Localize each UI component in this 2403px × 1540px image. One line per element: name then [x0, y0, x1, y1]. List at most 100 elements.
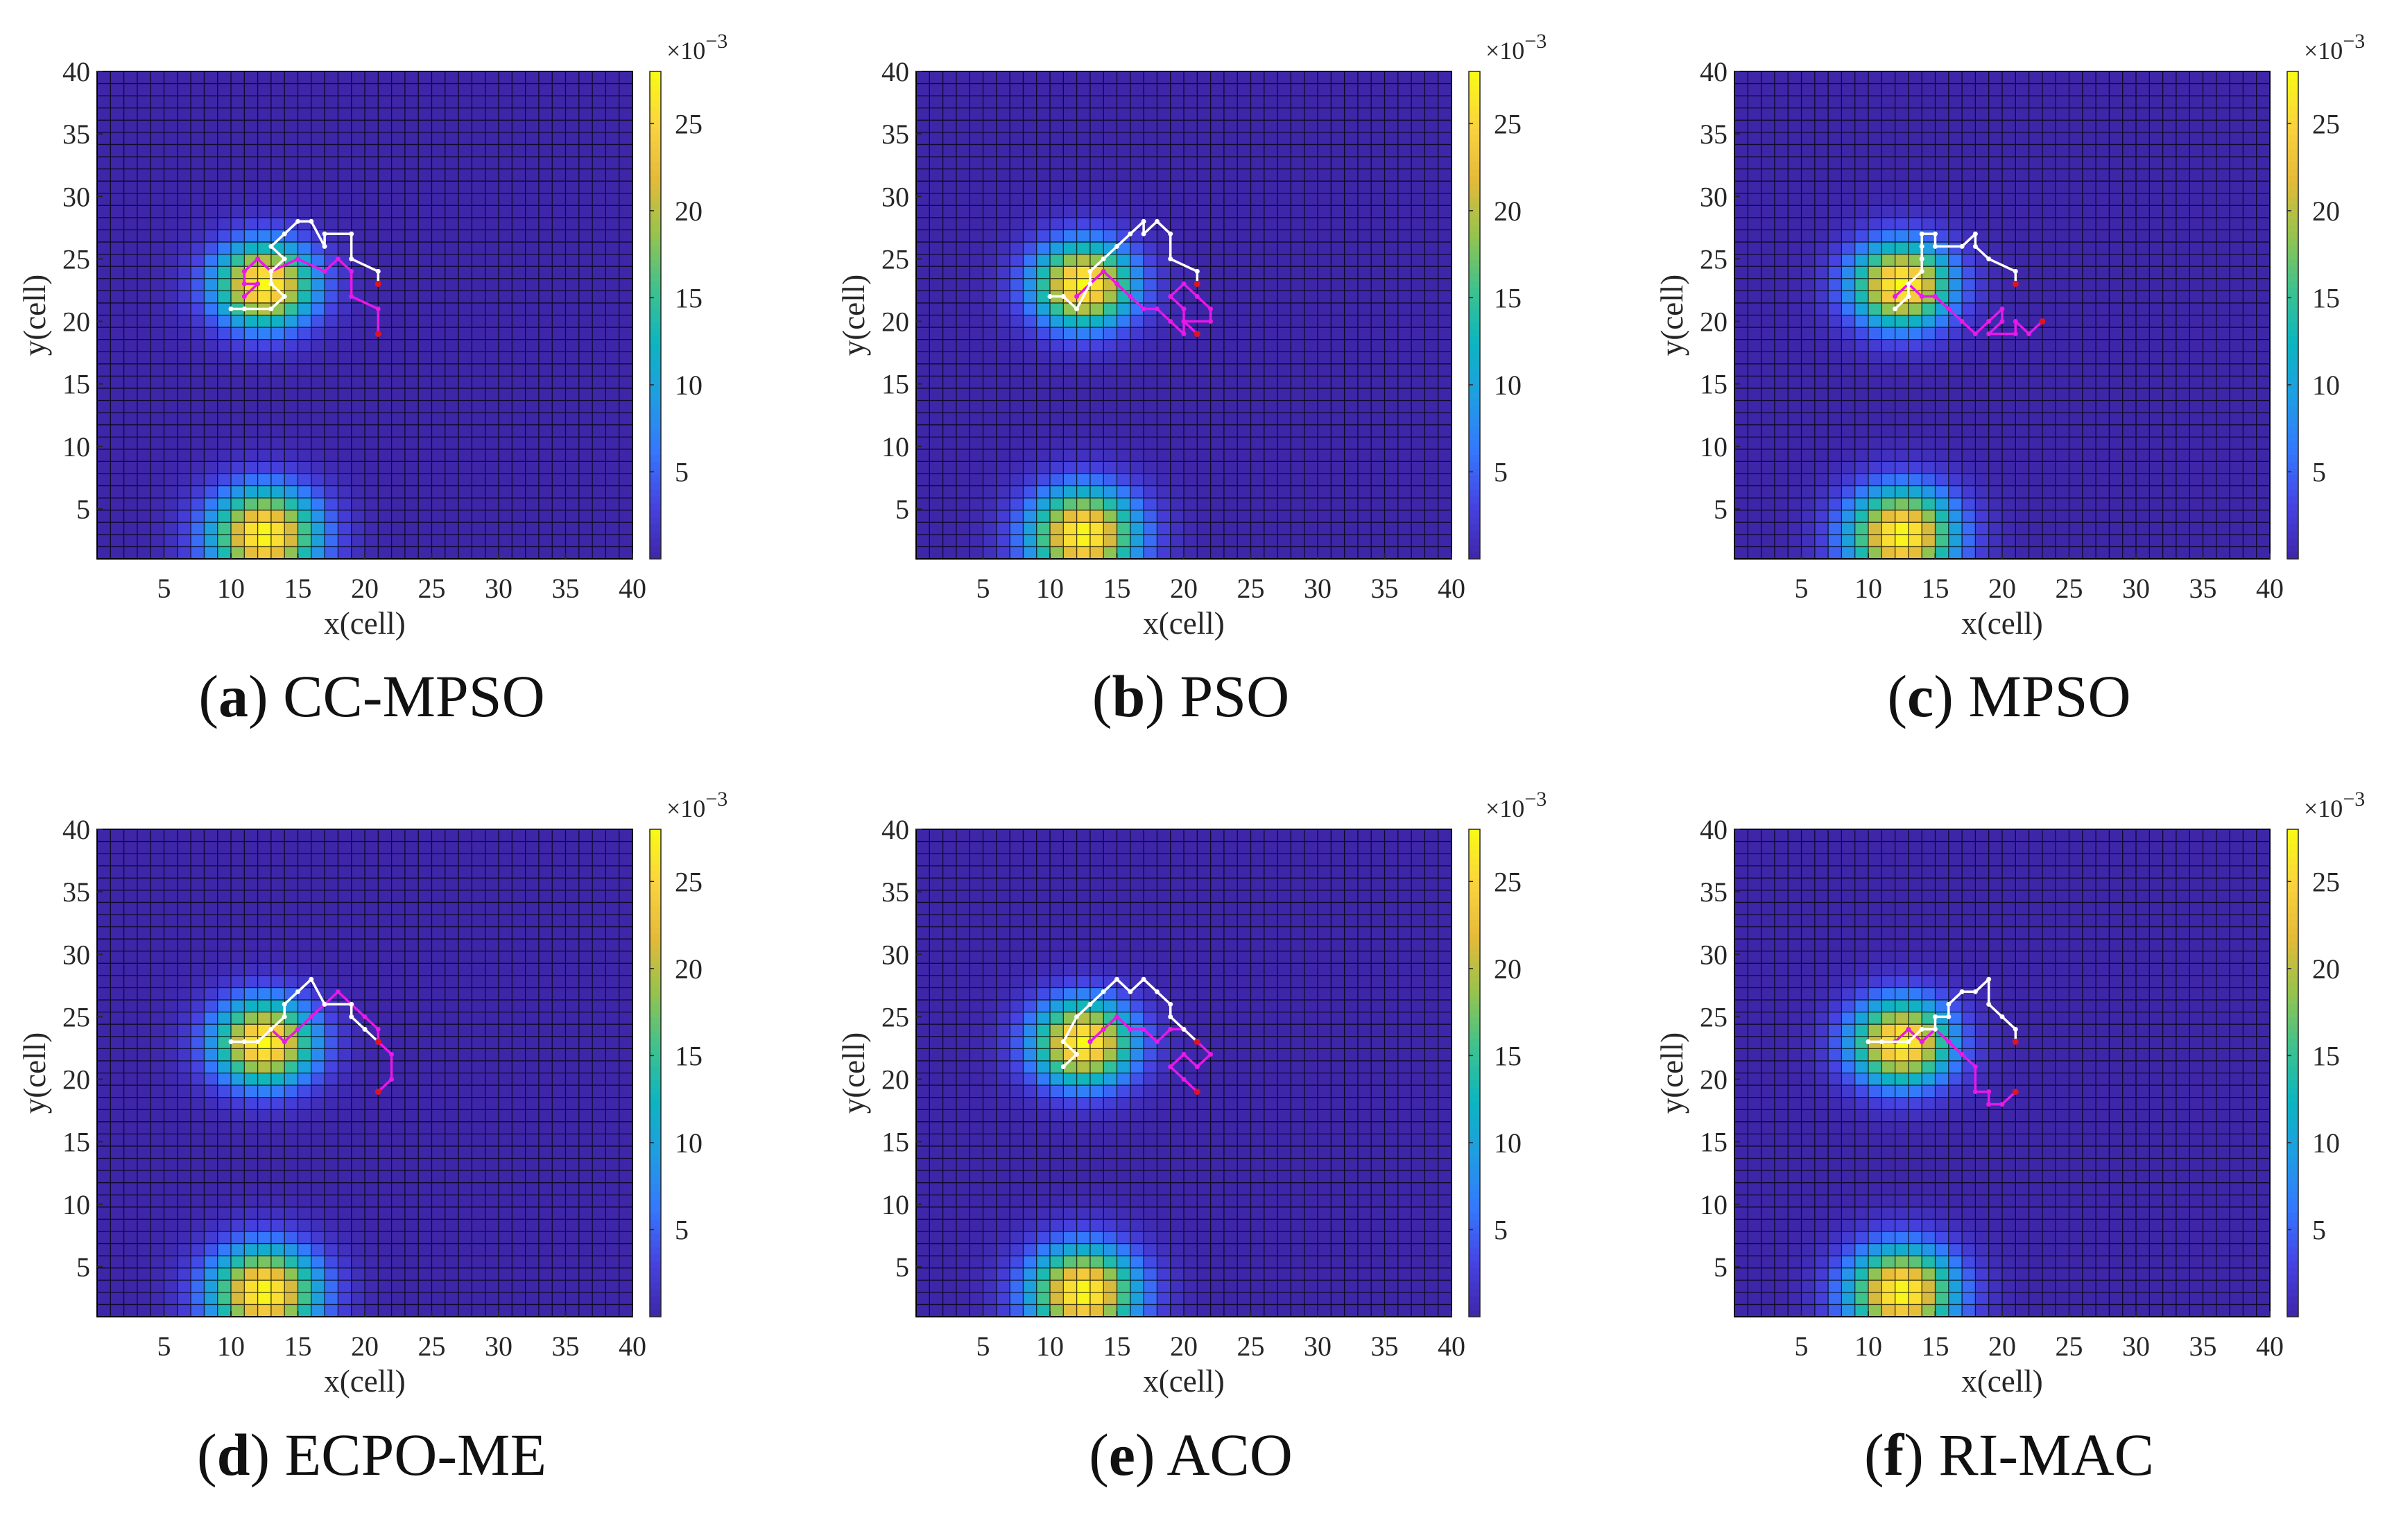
heatmap-cell [1157, 157, 1171, 169]
heatmap-cell [2149, 230, 2163, 243]
heatmap-cell [1170, 534, 1185, 547]
heatmap-cell [378, 339, 392, 352]
heatmap-cell [1988, 291, 2003, 304]
heatmap-cell [619, 449, 633, 462]
heatmap-cell [1170, 217, 1185, 230]
heatmap-cell [1397, 242, 1412, 255]
heatmap-cell [2042, 96, 2056, 109]
heatmap-cell [970, 461, 983, 474]
heatmap-cell [1828, 424, 1842, 438]
heatmap-cell [1922, 485, 1936, 499]
heatmap-cell [1801, 473, 1816, 486]
heatmap-cell [177, 168, 191, 182]
heatmap-cell [1264, 168, 1278, 182]
heatmap-cell [284, 424, 298, 438]
heatmap-cell [525, 485, 540, 499]
heatmap-cell [578, 449, 593, 462]
heatmap-cell [298, 181, 312, 194]
heatmap-cell [538, 339, 553, 352]
heatmap-cell [970, 363, 983, 377]
heatmap-cell [2082, 144, 2096, 157]
heatmap-cell [485, 352, 499, 365]
heatmap-cell [1788, 424, 1802, 438]
heatmap-cell [1881, 83, 1895, 96]
colorbar-segment [1469, 155, 1480, 163]
heatmap-cell [2109, 205, 2124, 218]
heatmap-cell [1384, 352, 1399, 365]
heatmap-cell [1023, 144, 1037, 157]
heatmap-cell [1438, 291, 1452, 304]
heatmap-cell [244, 352, 258, 365]
heatmap-cell [1089, 449, 1104, 462]
heatmap-cell [956, 510, 970, 523]
heatmap-cell [2029, 473, 2043, 486]
heatmap-cell [1801, 132, 1816, 145]
heatmap-cell [1774, 546, 1789, 560]
heatmap-cell [298, 473, 312, 486]
heatmap-cell [485, 485, 499, 499]
heatmap-cell [378, 132, 392, 145]
heatmap-cell [257, 400, 272, 413]
heatmap-cell [270, 437, 285, 450]
heatmap-cell [1734, 473, 1748, 486]
heatmap-cell [485, 71, 499, 84]
y-tick-label: 25 [881, 243, 909, 275]
heatmap-cell [983, 461, 997, 474]
heatmap-cell [123, 181, 138, 194]
heatmap-cell [1076, 498, 1091, 511]
heatmap-cell [1089, 302, 1104, 315]
heatmap-cell [177, 193, 191, 206]
heatmap-cell [1250, 254, 1265, 267]
heatmap-cell [2149, 266, 2163, 279]
heatmap-cell [485, 327, 499, 340]
heatmap-cell [338, 376, 352, 389]
heatmap-cell [1774, 315, 1789, 328]
heatmap-cell [1411, 363, 1425, 377]
heatmap-cell [619, 132, 633, 145]
heatmap-cell [284, 181, 298, 194]
heatmap-cell [1841, 388, 1856, 401]
heatmap-cell [418, 302, 432, 315]
heatmap-cell [1411, 71, 1425, 84]
heatmap-cell [2149, 461, 2163, 474]
heatmap-cell [1371, 181, 1385, 194]
heatmap-cell [1223, 327, 1238, 340]
heatmap-cell [298, 132, 312, 145]
heatmap-cell [1089, 437, 1104, 450]
heatmap-cell [1761, 242, 1775, 255]
heatmap-cell [1170, 424, 1185, 438]
heatmap-cell [1344, 193, 1359, 206]
heatmap-cell [592, 193, 606, 206]
colorbar-segment [650, 343, 661, 351]
heatmap-cell [351, 510, 365, 523]
x-tick-label: 10 [217, 573, 245, 604]
heatmap-cell [1130, 157, 1144, 169]
heatmap-cell [1854, 339, 1869, 352]
heatmap-cell [431, 193, 446, 206]
heatmap-cell [916, 181, 930, 194]
heatmap-cell [1237, 83, 1251, 96]
heatmap-cell [1895, 534, 1909, 547]
heatmap-cell [1788, 413, 1802, 426]
heatmap-cell [2149, 193, 2163, 206]
colorbar-segment [1469, 239, 1480, 246]
heatmap-cell [1210, 424, 1225, 438]
heatmap-cell [1250, 120, 1265, 133]
heatmap-cell [1748, 278, 1762, 291]
heatmap-cell [298, 388, 312, 401]
heatmap-cell [983, 437, 997, 450]
heatmap-cell [1841, 278, 1856, 291]
heatmap-cell [1908, 83, 1922, 96]
heatmap-cell [996, 254, 1010, 267]
heatmap-cell [1318, 205, 1332, 218]
heatmap-cell [485, 546, 499, 560]
heatmap-cell [1854, 327, 1869, 340]
heatmap-cell [1868, 181, 1882, 194]
heatmap-cell [231, 498, 245, 511]
heatmap-cell [1291, 352, 1305, 365]
heatmap-cell [1962, 522, 1976, 535]
heatmap-cell [270, 132, 285, 145]
heatmap-cell [191, 376, 205, 389]
heatmap-cell [391, 449, 406, 462]
heatmap-cell [325, 400, 338, 413]
